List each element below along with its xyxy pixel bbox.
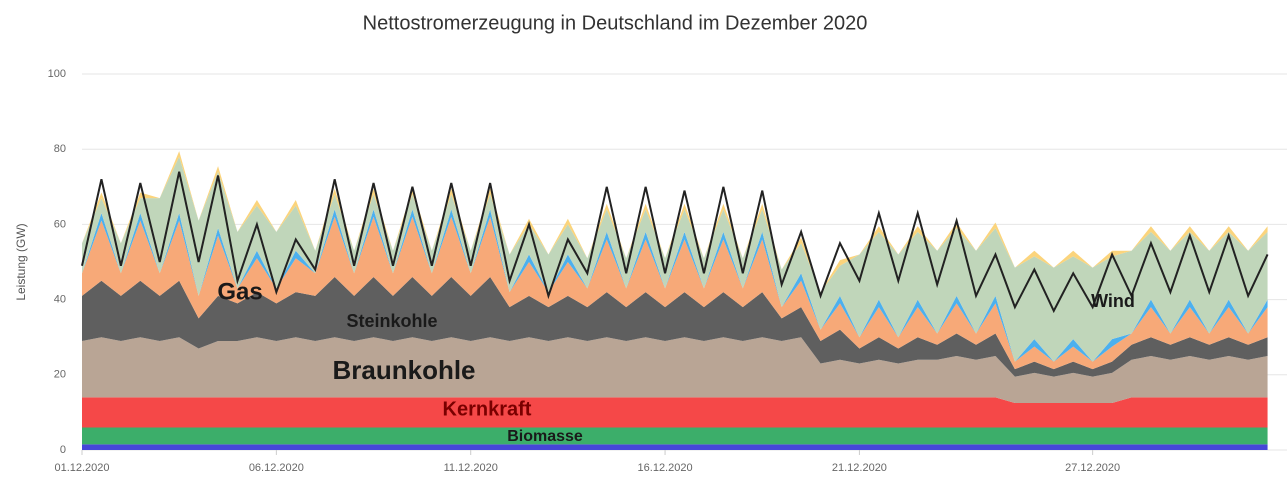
y-tick-label: 80 — [54, 143, 66, 155]
x-tick-label: 06.12.2020 — [249, 462, 304, 474]
load-line — [81, 171, 1269, 314]
y-tick-label: 100 — [48, 68, 66, 80]
area — [82, 427, 1268, 445]
y-tick-label: 40 — [54, 294, 66, 306]
y-tick-label: 0 — [60, 444, 66, 456]
x-tick-label: 16.12.2020 — [638, 462, 693, 474]
y-tick-label: 20 — [54, 369, 66, 381]
series-label: Gas — [217, 278, 262, 305]
x-tick-label: 27.12.2020 — [1065, 462, 1120, 474]
area — [82, 216, 1268, 370]
y-axis-label: Leistung (GW) — [14, 223, 28, 300]
area — [82, 397, 1268, 428]
y-tick-label: 60 — [54, 218, 66, 230]
series-label: Wind — [1091, 291, 1135, 311]
series-label: Braunkohle — [332, 355, 475, 385]
x-tick-label: 21.12.2020 — [832, 462, 887, 474]
area — [82, 337, 1268, 403]
area — [82, 277, 1268, 377]
area — [82, 156, 1268, 362]
series-label: Steinkohle — [346, 311, 437, 331]
chart-title: Nettostromerzeugung in Deutschland im De… — [363, 12, 868, 34]
area — [82, 444, 1268, 450]
x-tick-label: 11.12.2020 — [444, 462, 498, 474]
series-label: Kernkraft — [443, 398, 532, 420]
x-tick-label: 01.12.2020 — [54, 462, 109, 474]
series-label: Biomasse — [507, 428, 583, 445]
